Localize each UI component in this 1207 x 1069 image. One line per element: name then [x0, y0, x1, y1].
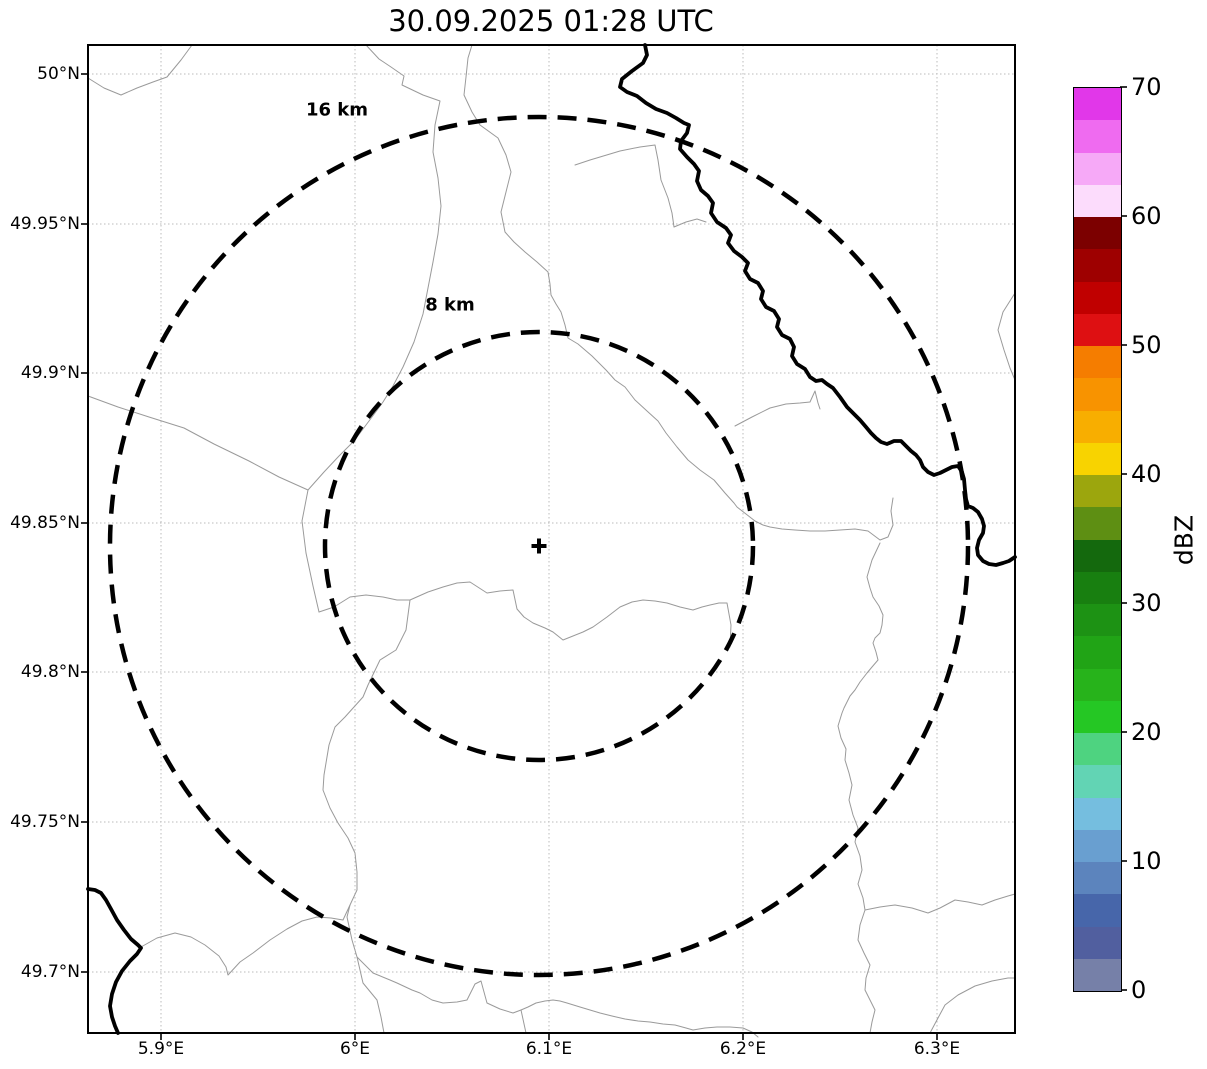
colorbar-segment: [1074, 346, 1121, 379]
colorbar-segment: [1074, 829, 1121, 862]
boundary-bottom-horizontal: [318, 581, 732, 648]
x-tick-label: 6.3°E: [913, 1039, 961, 1059]
river-bottomleft: [86, 887, 143, 1035]
colorbar-segment: [1074, 958, 1121, 991]
boundary-right-branch: [864, 893, 1016, 914]
colorbar-segment: [1074, 862, 1121, 895]
range-ring-16km: [107, 114, 971, 978]
y-tick-label: 49.8°N: [20, 662, 80, 682]
colorbar-segment: [1074, 797, 1121, 830]
colorbar-tick-label: 20: [1131, 718, 1162, 746]
river-main: [618, 43, 1017, 567]
colorbar-tick-label: 40: [1131, 460, 1162, 488]
colorbar-segment: [1074, 184, 1121, 217]
boundary-left-mid: [87, 395, 309, 491]
colorbar-segment: [1074, 120, 1121, 153]
colorbar-segment: [1074, 894, 1121, 927]
admin-boundary-lines: [87, 44, 1016, 1038]
x-tick-label: 6.1°E: [525, 1039, 573, 1059]
colorbar-segment: [1074, 668, 1121, 701]
colorbar-segment: [1074, 152, 1121, 185]
range-ring-label-8km: 8 km: [425, 294, 475, 316]
range-ring-8km: [322, 329, 756, 763]
boundary-ne-diagonal: [463, 44, 894, 541]
colorbar-segment: [1074, 700, 1121, 733]
boundary-topleft: [87, 44, 193, 96]
boundary-topcenter-south: [301, 44, 442, 613]
x-tick-label: 6.2°E: [719, 1039, 767, 1059]
radar-site-marker: [531, 538, 547, 554]
colorbar-segment: [1074, 926, 1121, 959]
y-tick-label: 49.85°N: [10, 513, 80, 533]
colorbar-segment: [1074, 410, 1121, 443]
colorbar-segment: [1074, 475, 1121, 508]
colorbar-segment: [1074, 88, 1121, 121]
range-ring-label-16km: 16 km: [305, 99, 369, 121]
colorbar-tick-label: 0: [1131, 976, 1147, 1004]
colorbar-segment: [1074, 313, 1121, 346]
colorbar-segment: [1074, 217, 1121, 250]
boundary-near-river-upper: [574, 144, 707, 228]
map-frame: [87, 44, 1016, 1034]
river-lines: [86, 43, 1017, 1035]
colorbar-segment: [1074, 636, 1121, 669]
boundary-west-of-river: [734, 390, 821, 427]
y-tick-label: 49.75°N: [10, 812, 80, 832]
colorbar: [1073, 87, 1122, 992]
y-tick-label: 50°N: [37, 64, 80, 84]
boundary-right-south: [837, 542, 884, 1034]
colorbar-segment: [1074, 604, 1121, 637]
colorbar-segment: [1074, 507, 1121, 540]
colorbar-segment: [1074, 249, 1121, 282]
boundary-bottomright-corner: [929, 977, 1016, 1034]
colorbar-tick-label: 30: [1131, 589, 1162, 617]
graticule-gridlines: [88, 45, 1015, 1033]
colorbar-segment: [1074, 281, 1121, 314]
colorbar-tick-label: 70: [1131, 73, 1162, 101]
boundary-bottomcenter: [356, 956, 759, 1038]
colorbar-segment: [1074, 765, 1121, 798]
colorbar-segment: [1074, 733, 1121, 766]
colorbar-segment: [1074, 539, 1121, 572]
x-tick-label: 5.9°E: [137, 1039, 185, 1059]
colorbar-axis-label: dBZ: [1169, 514, 1199, 566]
colorbar-tick-label: 60: [1131, 202, 1162, 230]
boundary-right-edge-stub: [997, 292, 1016, 381]
y-tick-label: 49.7°N: [20, 962, 80, 982]
figure-title: 30.09.2025 01:28 UTC: [388, 4, 714, 38]
colorbar-segment: [1074, 378, 1121, 411]
range-rings: [107, 114, 971, 978]
colorbar-tick-label: 10: [1131, 847, 1162, 875]
boundary-bottomcenter-spur: [520, 1009, 527, 1034]
y-tick-label: 49.9°N: [20, 363, 80, 383]
boundary-south-vertical: [322, 599, 411, 1034]
x-tick-label: 6°E: [339, 1039, 371, 1059]
colorbar-tick-label: 50: [1131, 331, 1162, 359]
colorbar-segment: [1074, 571, 1121, 604]
colorbar-segment: [1074, 442, 1121, 475]
y-tick-label: 49.95°N: [10, 214, 80, 234]
